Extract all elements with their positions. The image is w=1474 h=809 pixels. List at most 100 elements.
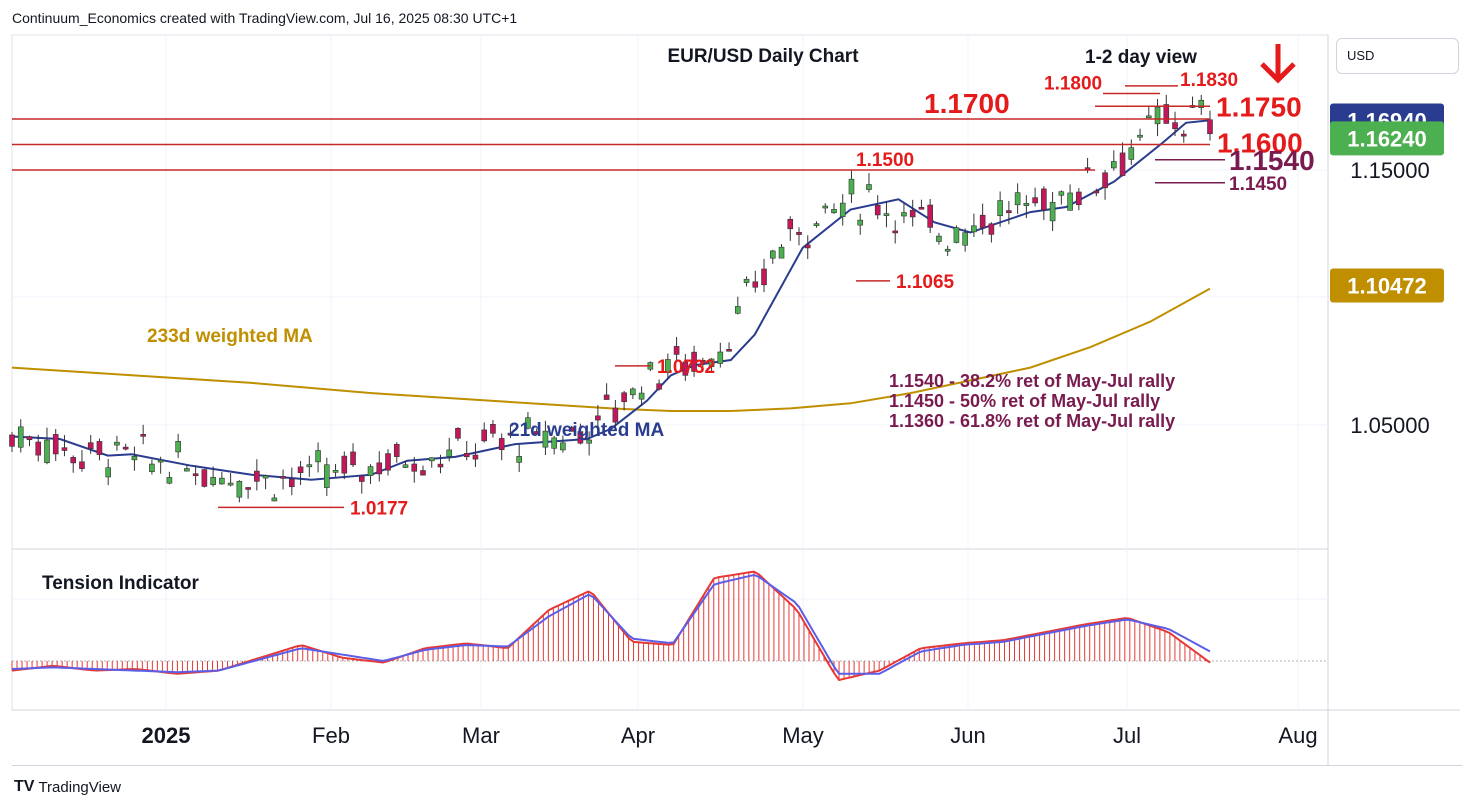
candle — [1172, 122, 1178, 130]
tension-title: Tension Indicator — [42, 573, 200, 594]
candle — [306, 464, 313, 468]
arrow-head — [1260, 62, 1296, 84]
candle — [210, 476, 216, 486]
candle — [341, 455, 348, 474]
candle — [621, 392, 627, 403]
candle — [332, 470, 339, 473]
candle — [708, 358, 715, 368]
x-tick-label: Apr — [621, 723, 655, 748]
support-label: 1.1450 — [1229, 174, 1287, 195]
level-label: 1.1600 — [1217, 128, 1303, 159]
candle — [682, 361, 689, 376]
candle — [595, 415, 601, 421]
candle — [857, 219, 864, 226]
candle — [1076, 191, 1082, 206]
candle — [219, 477, 225, 485]
candle — [254, 470, 260, 482]
candle — [385, 453, 391, 471]
candle — [149, 463, 155, 473]
level-label: 1.1750 — [1216, 91, 1302, 122]
candle — [901, 212, 907, 217]
candle — [1006, 210, 1012, 214]
x-tick-label: Aug — [1278, 723, 1317, 748]
candle — [769, 250, 776, 259]
grid — [11, 34, 1462, 766]
level-label: 1.1500 — [856, 150, 914, 171]
candle — [324, 464, 330, 488]
candle — [192, 473, 199, 477]
candle — [1119, 152, 1126, 176]
candle — [280, 476, 286, 479]
candle — [778, 246, 785, 259]
candle — [787, 218, 794, 230]
fib-annotation: 1.1540 - 38.2% ret of May-Jul rally — [889, 371, 1175, 391]
candle — [822, 205, 829, 209]
candle — [376, 462, 383, 475]
candle — [17, 426, 24, 448]
candle — [393, 443, 400, 457]
swing-label: 1.0177 — [350, 498, 408, 519]
candle — [804, 244, 811, 249]
candle — [114, 441, 120, 446]
candle — [988, 223, 995, 235]
candle — [542, 430, 549, 448]
candle — [463, 452, 470, 458]
candle — [411, 463, 418, 472]
chart-labels: 233d weighted MA 21d weighted MA 1.1700 1.1… — [42, 44, 1315, 594]
candle — [638, 392, 645, 400]
candle — [630, 388, 636, 396]
candle — [918, 206, 925, 210]
candle — [122, 446, 129, 450]
candle — [673, 346, 680, 355]
tradingview-logo-icon: TV — [14, 778, 35, 795]
candle — [289, 478, 295, 488]
candle — [315, 450, 321, 463]
candle — [1111, 161, 1117, 169]
candle — [796, 232, 802, 235]
candle — [1041, 188, 1047, 211]
candle — [271, 497, 278, 502]
candle — [87, 442, 94, 449]
candle — [131, 456, 138, 461]
x-tick-label: Jul — [1113, 723, 1141, 748]
candle — [1163, 104, 1170, 124]
candle — [507, 432, 514, 436]
candle — [44, 439, 50, 463]
candle — [577, 431, 584, 444]
candle — [874, 205, 881, 216]
x-tick-label: May — [782, 723, 824, 748]
level-label: 1.1830 — [1180, 70, 1238, 91]
footer: TV TradingView — [14, 778, 121, 796]
currency-button[interactable]: USD — [1336, 38, 1459, 74]
candle — [61, 447, 68, 451]
candle — [700, 359, 706, 363]
candle — [79, 461, 85, 469]
candle — [1049, 202, 1056, 222]
candle — [953, 227, 960, 243]
candle — [752, 281, 759, 288]
candle — [962, 232, 968, 246]
candle — [140, 434, 146, 437]
bearish-arrow-icon — [1260, 44, 1296, 84]
candle — [813, 223, 820, 226]
candle — [297, 466, 304, 473]
tension-indicator — [11, 570, 1211, 682]
candle — [525, 417, 531, 429]
candle — [96, 441, 103, 455]
candle — [848, 178, 855, 195]
candle — [883, 213, 890, 216]
candle — [26, 436, 33, 441]
candle — [1137, 134, 1143, 138]
candle — [568, 426, 575, 432]
candle — [166, 477, 173, 484]
candle — [656, 383, 662, 390]
price-badge-label: 1.10472 — [1347, 273, 1427, 298]
y-tick-label: 1.05000 — [1350, 413, 1430, 438]
candle — [52, 434, 59, 455]
candle — [691, 351, 697, 372]
y-tick-label: 1.15000 — [1350, 158, 1430, 183]
candle — [245, 487, 251, 490]
candle — [105, 467, 111, 478]
candle — [1207, 119, 1213, 135]
